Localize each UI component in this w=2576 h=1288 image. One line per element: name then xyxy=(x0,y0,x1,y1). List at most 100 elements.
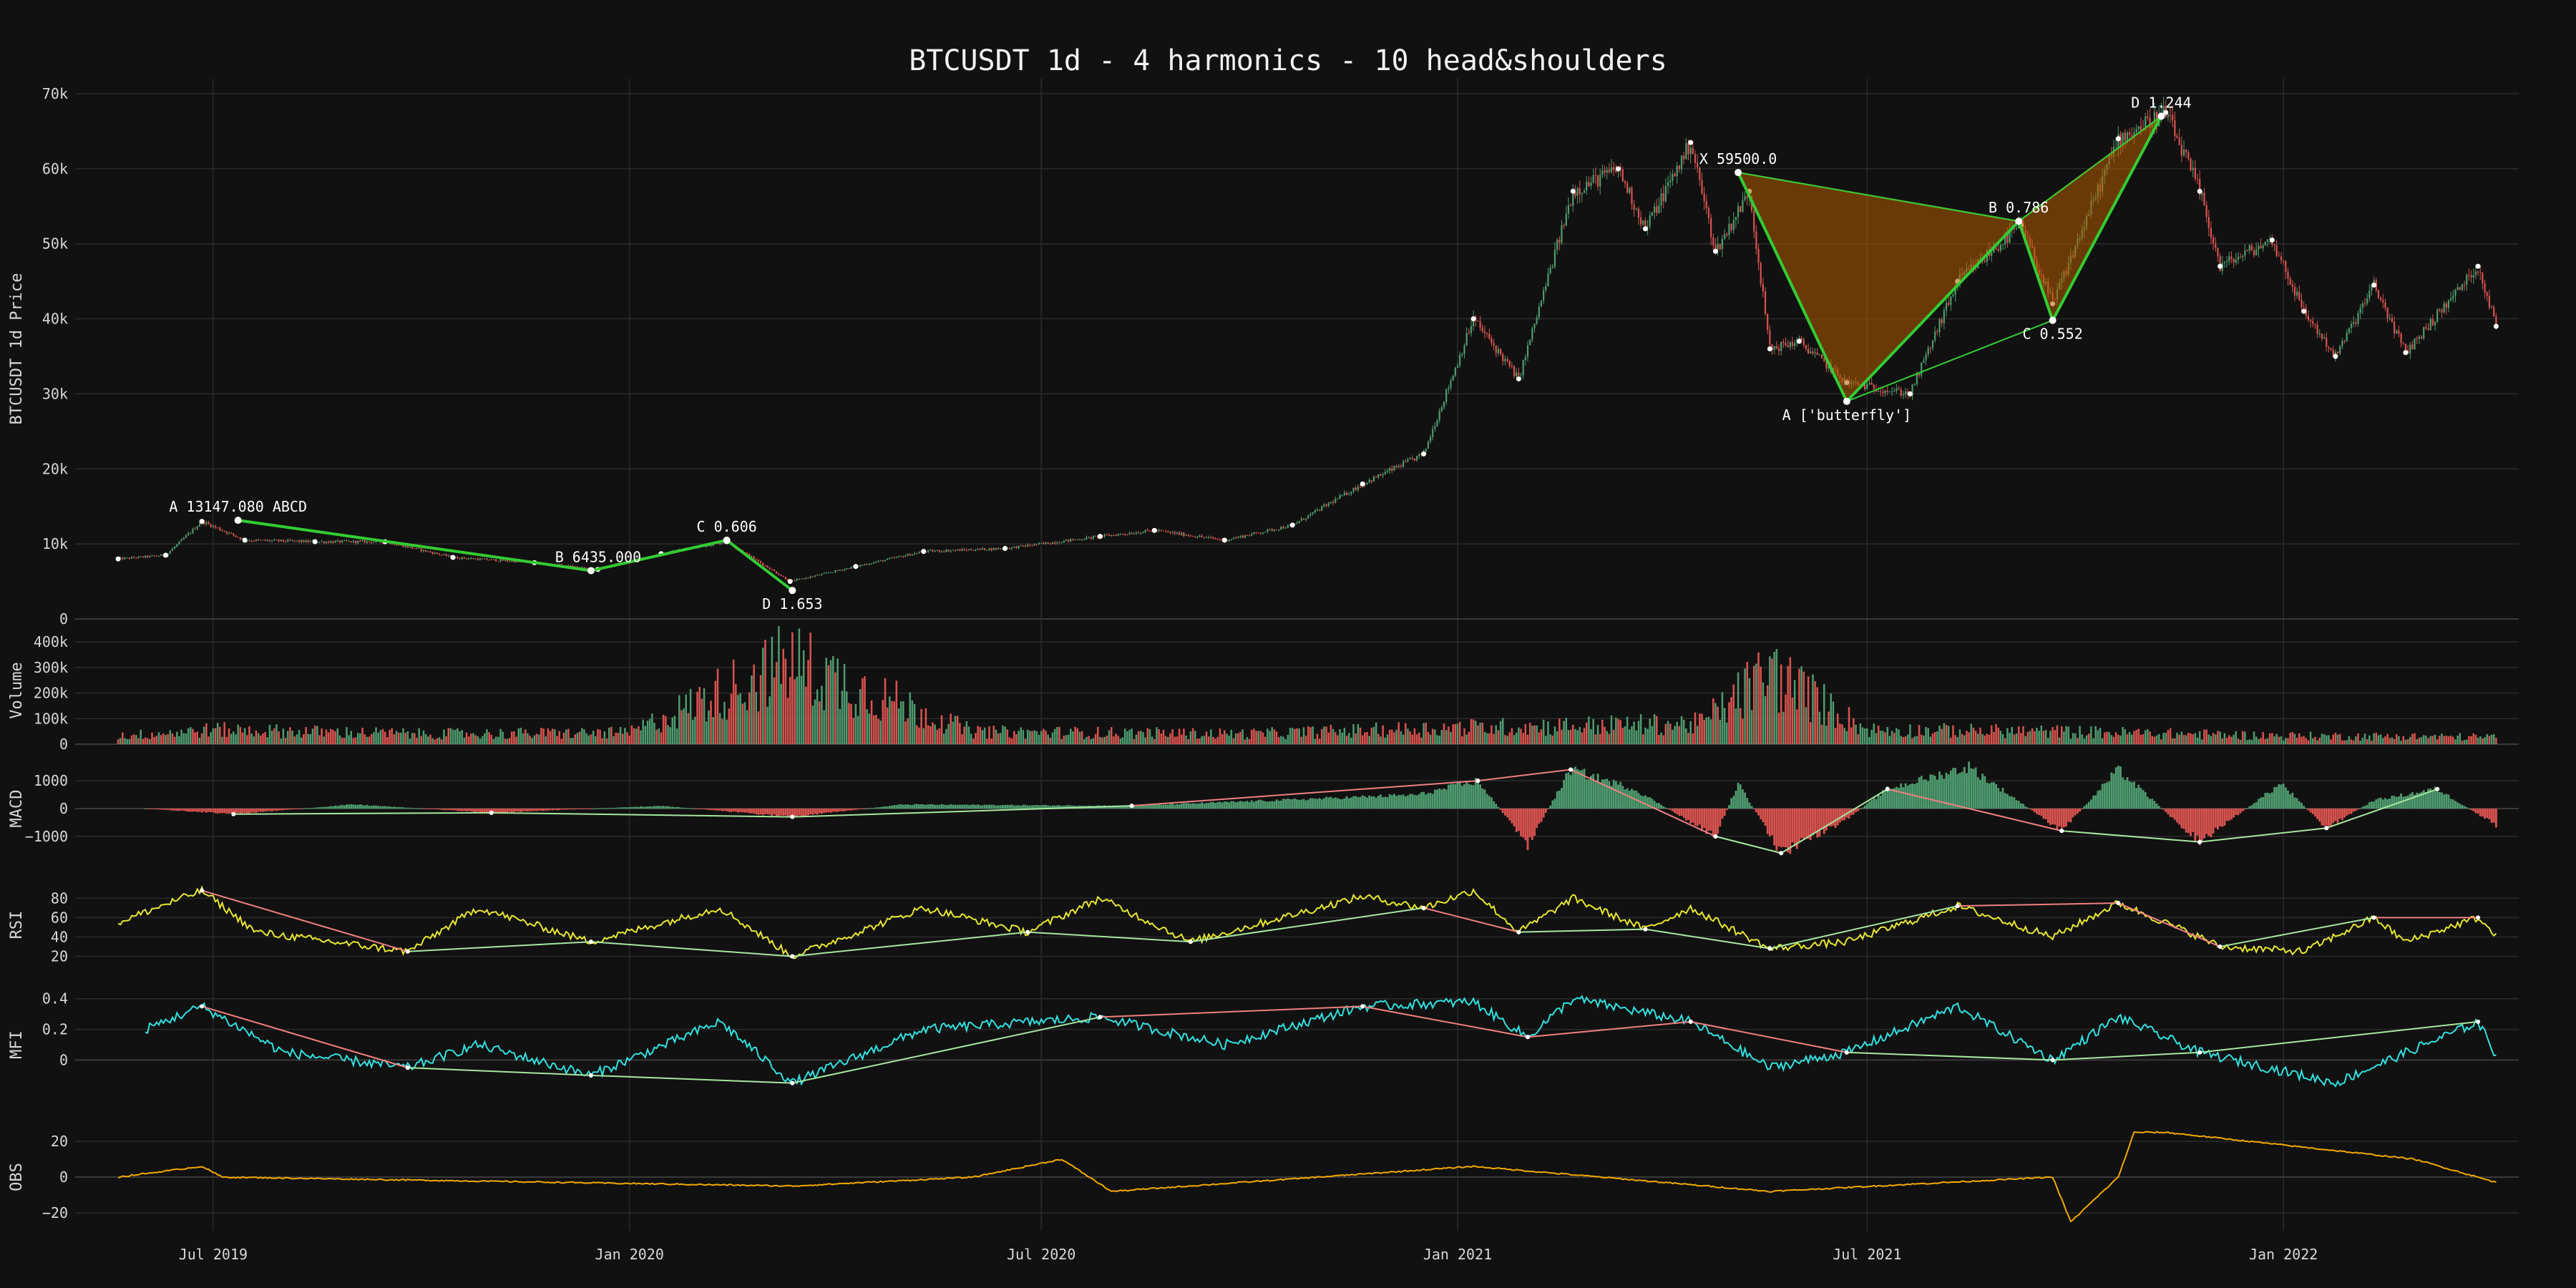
volume-bar xyxy=(1900,736,1903,744)
volume-bar xyxy=(2449,736,2452,744)
harmonic-point-label: B 0.786 xyxy=(1989,199,2049,216)
macd-bar xyxy=(816,809,819,815)
macd-bar xyxy=(1676,809,1679,814)
macd-bar xyxy=(535,809,538,811)
rsi-divergence-line xyxy=(1028,931,1191,943)
price-candle xyxy=(1445,389,1448,402)
volume-bar xyxy=(2377,735,2380,744)
macd-divergence-line xyxy=(1131,780,1478,807)
volume-bar xyxy=(1230,729,1233,744)
price-candle xyxy=(506,560,509,562)
price-candle xyxy=(182,537,185,540)
macd-bar xyxy=(243,809,246,814)
price-candle xyxy=(1201,535,1203,537)
volume-bar xyxy=(2350,739,2353,744)
macd-bar xyxy=(1390,795,1393,809)
volume-bar xyxy=(1078,731,1081,744)
volume-bar xyxy=(1096,726,1099,744)
volume-bar xyxy=(852,718,855,744)
volume-bar xyxy=(2330,739,2332,744)
volume-bar xyxy=(2034,731,2036,744)
price-candle xyxy=(180,539,182,542)
price-candle xyxy=(368,541,371,542)
volume-bar xyxy=(945,728,947,744)
volume-bar xyxy=(2361,738,2364,744)
macd-divergence-line xyxy=(233,811,492,815)
price-candle xyxy=(2477,271,2479,273)
price-candle xyxy=(1545,286,1547,291)
volume-bar xyxy=(2266,738,2269,744)
macd-bar xyxy=(847,809,850,811)
price-candle xyxy=(1866,384,1868,390)
pivot-dot xyxy=(1289,522,1295,528)
volume-bar xyxy=(675,728,678,744)
volume-bar xyxy=(436,738,439,744)
price-candle xyxy=(2140,126,2142,130)
volume-bar xyxy=(1226,733,1228,744)
macd-bar xyxy=(1357,797,1360,809)
volume-bar xyxy=(673,716,676,744)
price-candle xyxy=(1479,321,1481,328)
volume-bar xyxy=(1128,729,1131,744)
macd-bar xyxy=(2375,799,2378,809)
volume-bar xyxy=(205,723,208,744)
volume-bar xyxy=(942,733,945,744)
macd-bar xyxy=(1207,803,1210,809)
price-candle xyxy=(1008,548,1011,550)
macd-bar xyxy=(1812,809,1814,836)
price-candle xyxy=(759,561,762,563)
volume-bar xyxy=(309,733,312,744)
volume-bar xyxy=(570,738,572,744)
macd-bar xyxy=(2031,809,2034,811)
macd-bar xyxy=(1968,761,1971,809)
volume-bar xyxy=(827,665,830,744)
macd-bar xyxy=(232,809,235,814)
volume-bar xyxy=(759,675,762,744)
macd-bar xyxy=(1687,809,1689,820)
macd-bar xyxy=(1146,804,1149,809)
y-tick-label: 60 xyxy=(51,909,68,926)
volume-bar xyxy=(400,733,402,744)
price-candle xyxy=(1183,532,1185,536)
volume-bar xyxy=(868,713,871,744)
price-candle xyxy=(868,564,870,565)
macd-bar xyxy=(1807,809,1810,839)
y-tick-label: 20 xyxy=(51,947,68,965)
price-candle xyxy=(1413,458,1416,461)
volume-bar xyxy=(2332,734,2334,744)
y-tick-label: 0 xyxy=(59,800,68,817)
volume-bar xyxy=(1372,726,1375,744)
volume-bar xyxy=(1945,725,1948,744)
macd-bar xyxy=(2214,809,2217,828)
volume-bar xyxy=(2420,737,2423,744)
volume-bar xyxy=(438,737,441,744)
volume-bar xyxy=(542,728,545,744)
macd-bar xyxy=(2046,809,2049,824)
volume-bar xyxy=(427,736,429,744)
macd-bar xyxy=(967,805,970,809)
price-candle xyxy=(1284,527,1287,529)
price-candle xyxy=(839,570,841,571)
pivot-dot xyxy=(787,579,793,585)
price-candle xyxy=(155,555,157,557)
price-candle xyxy=(746,552,748,554)
volume-bar xyxy=(275,724,278,744)
macd-bar xyxy=(1234,802,1237,809)
price-candle xyxy=(1714,245,1717,250)
volume-bar xyxy=(1961,733,1963,744)
volume-bar xyxy=(223,722,225,744)
volume-bar xyxy=(662,714,665,744)
price-candle xyxy=(1685,142,1687,160)
price-candle xyxy=(1090,537,1092,539)
macd-bar xyxy=(1701,809,1703,831)
price-candle xyxy=(2466,275,2468,285)
price-candle xyxy=(330,541,332,543)
price-candle xyxy=(882,560,884,562)
price-candle xyxy=(2296,291,2298,296)
price-candle xyxy=(2203,192,2205,205)
volume-bar xyxy=(494,736,497,744)
macd-bar xyxy=(1857,809,1860,811)
volume-bar xyxy=(370,733,373,744)
pivot-dot xyxy=(2371,282,2377,288)
macd-bar xyxy=(1730,798,1733,809)
